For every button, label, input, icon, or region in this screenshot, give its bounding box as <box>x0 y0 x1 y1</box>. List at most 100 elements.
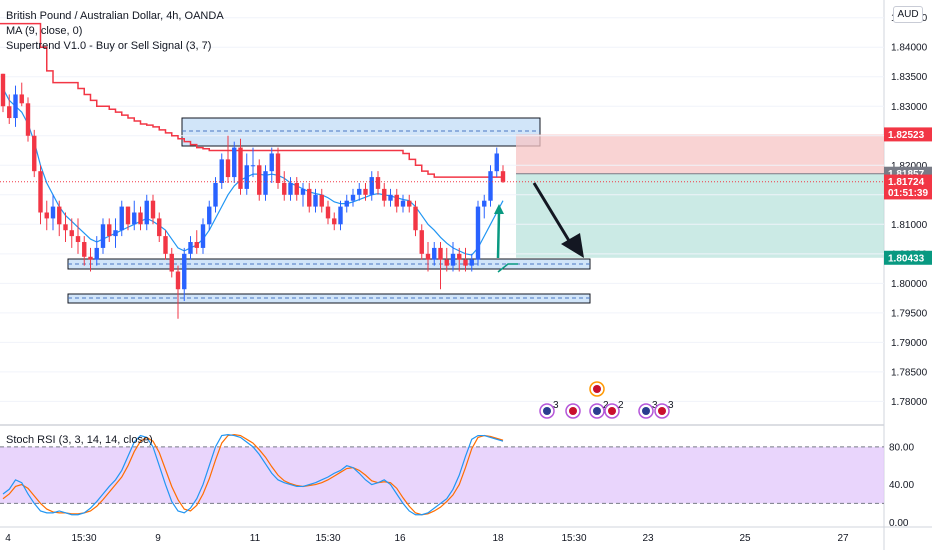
candlestick-series <box>0 73 506 319</box>
candle <box>125 206 131 231</box>
candle-body <box>57 206 62 225</box>
candle-body <box>307 188 312 207</box>
candle-body <box>69 230 74 237</box>
candle <box>219 153 224 189</box>
candle-body <box>238 147 243 189</box>
candle <box>0 73 6 113</box>
candle-body <box>113 230 118 237</box>
candle-body <box>13 94 18 119</box>
candle-body <box>413 206 418 231</box>
candle <box>13 85 18 127</box>
candle <box>225 135 231 183</box>
candle-body <box>75 236 81 243</box>
price-tick-label: 1.81000 <box>891 220 928 231</box>
forecast-down-arrow-icon <box>532 182 584 258</box>
candle-body <box>350 194 356 201</box>
stoch-k-line <box>2 433 504 516</box>
candle <box>113 218 118 248</box>
candle-body <box>194 242 199 248</box>
candle-body <box>163 236 168 254</box>
candle-body <box>463 259 468 266</box>
stoch-rsi-legend[interactable]: Stoch RSI (3, 3, 14, 14, close) <box>6 434 153 446</box>
candle-body <box>275 153 281 183</box>
candle-body <box>313 194 318 207</box>
candle <box>138 206 143 231</box>
candle <box>63 212 68 243</box>
candle <box>500 165 506 183</box>
candle <box>444 247 449 272</box>
candle <box>238 138 243 195</box>
candle <box>313 188 318 213</box>
candle <box>194 230 199 254</box>
candle <box>82 236 87 266</box>
candle <box>232 141 237 183</box>
stop-loss-area[interactable] <box>516 134 884 174</box>
candle-body <box>132 212 137 225</box>
event-au-icon[interactable]: 3 <box>539 400 559 419</box>
event-au-icon[interactable]: 3 <box>638 400 658 419</box>
candle-body <box>250 165 256 167</box>
candle <box>400 194 406 213</box>
price-tag-bg <box>884 185 932 200</box>
candle-body <box>32 135 37 172</box>
time-tick-label: 23 <box>642 533 654 544</box>
candle-body <box>482 200 487 207</box>
candle-body <box>182 253 187 290</box>
candle-body <box>100 224 106 248</box>
stoch-band <box>0 446 884 504</box>
candle <box>207 200 212 231</box>
stoch-axis[interactable]: 80.00 40.00 0.00 <box>889 442 914 528</box>
candle-body <box>169 253 174 272</box>
candle <box>163 230 168 260</box>
candle <box>257 159 262 201</box>
price-tag: 1.81724 <box>884 174 932 189</box>
candle <box>363 182 368 201</box>
candle-body <box>332 218 337 225</box>
candle-body <box>232 147 237 178</box>
event-gb-icon[interactable] <box>589 381 605 397</box>
time-tick-label: 4 <box>5 533 11 544</box>
candle <box>169 247 174 278</box>
price-tag-bg <box>884 127 932 142</box>
candle <box>263 165 268 201</box>
price-tick-label: 1.79000 <box>891 338 928 349</box>
event-gb-icon[interactable]: 3 <box>654 400 674 419</box>
event-badge: 3 <box>652 400 658 411</box>
candle <box>419 224 424 260</box>
candle <box>475 200 481 266</box>
event-gb-icon[interactable] <box>565 403 581 419</box>
candle <box>288 177 293 201</box>
candle-body <box>50 206 56 219</box>
supertrend-path <box>0 22 503 178</box>
price-tag: 01:51:39 <box>884 185 932 200</box>
candle-body <box>494 153 499 172</box>
candle-body <box>432 247 437 260</box>
candle <box>375 171 381 195</box>
time-tick-label: 15:30 <box>315 533 340 544</box>
currency-button[interactable]: AUD <box>893 6 923 23</box>
time-tick-label: 11 <box>250 533 261 544</box>
candle <box>157 212 162 243</box>
time-axis[interactable]: 4 15:30 9 11 15:30 16 18 15:30 23 25 27 <box>5 533 849 544</box>
candle <box>382 182 387 207</box>
candle <box>107 218 112 243</box>
event-gb-icon[interactable]: 2 <box>604 400 624 419</box>
economic-events[interactable]: 3 2 2 3 3 <box>539 381 674 419</box>
candle-body <box>375 177 381 189</box>
event-au-icon[interactable]: 2 <box>589 400 609 419</box>
stoch-tick-label: 40.00 <box>889 480 914 491</box>
ma-legend[interactable]: MA (9, close, 0) <box>6 25 83 37</box>
candle-body <box>369 177 374 195</box>
candle-body <box>263 171 268 195</box>
candle <box>19 82 24 107</box>
supertrend-legend[interactable]: Supertrend V1.0 - Buy or Sell Signal (3,… <box>6 40 212 52</box>
price-tick-label: 1.83500 <box>891 72 928 83</box>
resistance-zone[interactable] <box>181 117 541 147</box>
price-tag-bg <box>884 250 932 265</box>
candle-body <box>125 206 131 225</box>
stoch-tick-label: 80.00 <box>889 442 914 453</box>
candle <box>338 200 343 231</box>
candle-body <box>469 259 474 266</box>
candle <box>282 171 287 201</box>
